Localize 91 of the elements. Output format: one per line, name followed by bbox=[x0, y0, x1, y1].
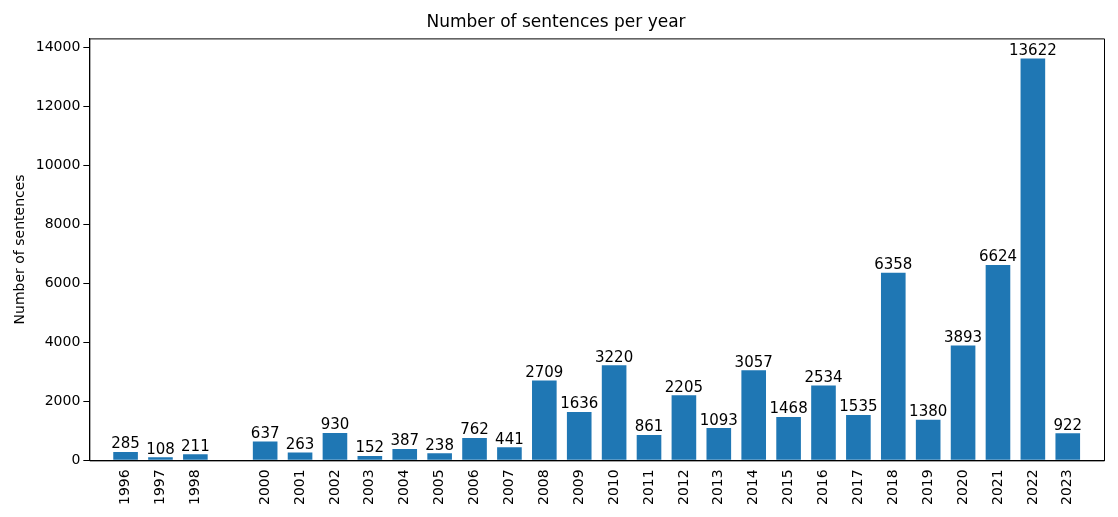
x-tick-label: 2014 bbox=[744, 469, 761, 506]
chart-title: Number of sentences per year bbox=[426, 10, 686, 31]
data-label: 930 bbox=[320, 415, 350, 434]
bar bbox=[497, 447, 522, 460]
data-label: 2534 bbox=[804, 367, 843, 386]
bar bbox=[566, 412, 592, 460]
data-label: 387 bbox=[390, 431, 420, 450]
x-tick-label: 2003 bbox=[360, 469, 377, 506]
data-label: 263 bbox=[285, 435, 315, 453]
bar bbox=[985, 264, 1011, 460]
bar bbox=[741, 370, 767, 460]
x-tick-label: 2008 bbox=[534, 469, 551, 506]
data-label: 285 bbox=[111, 434, 140, 453]
bar bbox=[183, 454, 208, 460]
bar bbox=[357, 455, 383, 460]
data-label: 1636 bbox=[560, 394, 599, 413]
x-tick-label: 2006 bbox=[465, 469, 482, 506]
x-tick-label: 2016 bbox=[814, 469, 831, 506]
data-label: 1380 bbox=[909, 402, 948, 421]
data-label: 211 bbox=[181, 436, 210, 455]
x-tick-label: 2004 bbox=[395, 469, 412, 506]
x-tick-label: 2000 bbox=[255, 469, 272, 506]
x-tick-label: 1998 bbox=[186, 469, 203, 506]
data-label: 441 bbox=[495, 429, 524, 448]
bar bbox=[1055, 433, 1081, 460]
data-label: 108 bbox=[146, 439, 175, 458]
y-tick-label: 4000 bbox=[44, 332, 81, 349]
data-label: 2709 bbox=[525, 362, 564, 381]
x-tick-label: 2023 bbox=[1058, 469, 1075, 506]
x-tick-label: 2020 bbox=[953, 469, 970, 506]
bar bbox=[811, 385, 836, 460]
x-tick-label: 1996 bbox=[116, 469, 133, 506]
y-tick-label: 2000 bbox=[44, 391, 81, 408]
x-tick-label: 2013 bbox=[709, 469, 726, 506]
data-label: 762 bbox=[460, 420, 489, 439]
data-label: 1093 bbox=[699, 410, 738, 429]
data-label: 922 bbox=[1053, 415, 1083, 434]
x-tick-label: 2012 bbox=[674, 469, 691, 506]
data-label: 3220 bbox=[595, 347, 634, 366]
bar bbox=[322, 432, 348, 460]
bar bbox=[601, 365, 627, 460]
bar bbox=[1020, 58, 1046, 460]
bar bbox=[148, 457, 173, 460]
bar bbox=[950, 345, 976, 460]
data-label: 3057 bbox=[734, 352, 773, 371]
x-tick-label: 2022 bbox=[1023, 469, 1040, 506]
y-tick-label: 12000 bbox=[35, 96, 81, 113]
x-tick-label: 2019 bbox=[918, 469, 935, 506]
x-tick-label: 2010 bbox=[604, 469, 621, 506]
y-tick-label: 0 bbox=[71, 451, 81, 468]
x-tick-label: 2009 bbox=[569, 469, 586, 506]
data-label: 3893 bbox=[943, 327, 983, 346]
bar bbox=[532, 380, 557, 460]
x-tick-label: 2005 bbox=[430, 469, 447, 506]
y-axis-title: Number of sentences bbox=[11, 174, 28, 325]
bar bbox=[113, 451, 138, 460]
x-tick-label: 2007 bbox=[500, 469, 517, 506]
bar bbox=[392, 448, 418, 460]
y-tick-label: 6000 bbox=[44, 273, 81, 290]
bar bbox=[880, 272, 906, 460]
x-tick-label: 2021 bbox=[988, 469, 1005, 506]
data-label: 1468 bbox=[769, 399, 808, 418]
y-tick-label: 8000 bbox=[44, 214, 81, 231]
data-label: 637 bbox=[250, 423, 280, 442]
bar bbox=[915, 419, 941, 460]
data-label: 13622 bbox=[1009, 40, 1057, 59]
bar bbox=[636, 434, 662, 460]
x-tick-label: 2011 bbox=[639, 469, 656, 506]
y-tick-label: 10000 bbox=[35, 155, 81, 172]
bar bbox=[287, 452, 313, 460]
data-label: 238 bbox=[425, 435, 454, 454]
data-label: 861 bbox=[634, 417, 664, 436]
data-label: 6624 bbox=[978, 247, 1018, 266]
bar bbox=[671, 395, 697, 460]
data-label: 2205 bbox=[664, 377, 703, 396]
bar bbox=[427, 453, 452, 460]
bar bbox=[776, 417, 801, 460]
y-tick-label: 14000 bbox=[35, 37, 81, 54]
x-tick-label: 1997 bbox=[151, 469, 168, 506]
x-tick-label: 2018 bbox=[883, 469, 900, 506]
bar bbox=[706, 428, 732, 460]
x-tick-label: 2002 bbox=[325, 469, 342, 506]
bar bbox=[462, 437, 487, 460]
data-label: 1535 bbox=[839, 397, 878, 416]
x-tick-label: 2001 bbox=[290, 469, 307, 506]
data-label: 152 bbox=[355, 438, 385, 457]
x-tick-label: 2015 bbox=[779, 469, 796, 506]
data-label: 6358 bbox=[874, 255, 913, 274]
x-tick-label: 2017 bbox=[849, 469, 866, 506]
bar bbox=[846, 415, 871, 460]
bar bbox=[252, 441, 278, 460]
